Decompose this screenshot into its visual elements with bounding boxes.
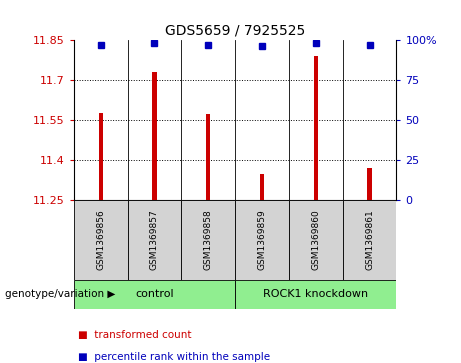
Text: ■  transformed count: ■ transformed count <box>78 330 192 340</box>
Bar <box>367 168 372 200</box>
Text: GSM1369858: GSM1369858 <box>204 209 213 270</box>
Text: control: control <box>135 289 174 299</box>
Bar <box>99 113 103 200</box>
Bar <box>181 200 235 280</box>
Bar <box>152 72 157 200</box>
Text: GSM1369856: GSM1369856 <box>96 209 105 270</box>
Bar <box>74 280 235 309</box>
Bar <box>128 200 181 280</box>
Text: genotype/variation ▶: genotype/variation ▶ <box>5 289 115 299</box>
Bar <box>343 200 396 280</box>
Text: GSM1369857: GSM1369857 <box>150 209 159 270</box>
Text: GSM1369859: GSM1369859 <box>258 209 266 270</box>
Bar <box>260 174 264 200</box>
Title: GDS5659 / 7925525: GDS5659 / 7925525 <box>165 23 305 37</box>
Bar <box>289 200 343 280</box>
Text: GSM1369860: GSM1369860 <box>311 209 320 270</box>
Bar <box>313 56 318 200</box>
Text: ■  percentile rank within the sample: ■ percentile rank within the sample <box>78 352 271 362</box>
Text: ROCK1 knockdown: ROCK1 knockdown <box>263 289 368 299</box>
Text: GSM1369861: GSM1369861 <box>365 209 374 270</box>
Bar <box>235 280 396 309</box>
Bar <box>235 200 289 280</box>
Bar <box>206 114 210 200</box>
Bar <box>74 200 128 280</box>
